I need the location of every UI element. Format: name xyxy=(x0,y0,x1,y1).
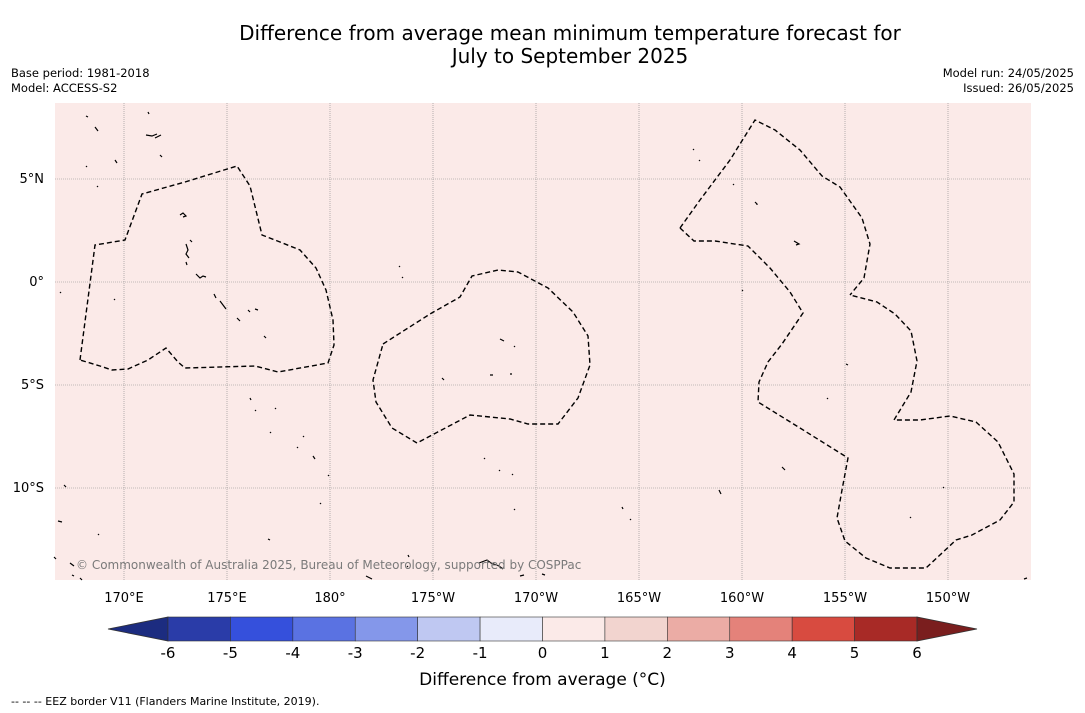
island xyxy=(179,212,267,339)
island xyxy=(249,397,330,477)
colorbar-tick: 2 xyxy=(663,644,673,662)
colorbar xyxy=(107,616,978,642)
colorbar-label: Difference from average (°C) xyxy=(419,670,666,690)
latitude-label: 0° xyxy=(29,275,44,290)
colorbar-tick: -6 xyxy=(161,644,176,662)
latitude-label: 5°S xyxy=(21,378,44,393)
island xyxy=(398,265,516,511)
colorbar-tick: -5 xyxy=(223,644,238,662)
colorbar-extend-low xyxy=(107,616,169,642)
colorbar-tick: -1 xyxy=(473,644,488,662)
island xyxy=(85,111,163,188)
run-info: Model run: 24/05/2025 Issued: 26/05/2025 xyxy=(943,66,1074,95)
colorbar-segment xyxy=(354,616,418,642)
colorbar-tick: 4 xyxy=(787,644,797,662)
colorbar-segment xyxy=(729,616,793,642)
colorbar-tick: -2 xyxy=(410,644,425,662)
longitude-labels: 170°E 175°E 180° 175°W 170°W 165°W 160°W 155°W 1… xyxy=(104,591,970,606)
colorbar-segment xyxy=(854,616,918,642)
colorbar-segment xyxy=(167,616,231,642)
copyright-notice: © Commonwealth of Australia 2025, Bureau… xyxy=(76,558,582,572)
island xyxy=(692,148,945,519)
longitude-label: 170°E xyxy=(104,591,144,606)
longitude-label: 155°W xyxy=(823,591,867,606)
colorbar-extend-high xyxy=(916,616,978,642)
latitude-labels: 5°N 0° 5°S 10°S xyxy=(13,172,44,496)
longitude-label: 160°W xyxy=(720,591,764,606)
colorbar-tick: 1 xyxy=(600,644,610,662)
eez-gilbert xyxy=(79,165,335,373)
colorbar-segment xyxy=(542,616,606,642)
colorbar-segment xyxy=(230,616,294,642)
longitude-label: 170°W xyxy=(514,591,558,606)
eez-footnote: -- -- -- EEZ border V11 (Flanders Marine… xyxy=(11,695,320,708)
model-name: Model: ACCESS-S2 xyxy=(11,80,118,95)
eez-line-north xyxy=(679,119,871,296)
map-title: Difference from average mean minimum tem… xyxy=(0,22,1085,68)
issued-date: Issued: 26/05/2025 xyxy=(963,80,1074,95)
longitude-label: 150°W xyxy=(926,591,970,606)
colorbar-tick: 3 xyxy=(725,644,735,662)
model-run-date: Model run: 24/05/2025 xyxy=(942,66,1074,80)
eez-borders xyxy=(79,119,1015,569)
island xyxy=(145,133,162,139)
base-period: Base period: 1981-2018 xyxy=(11,66,150,80)
coastlines xyxy=(53,111,1028,581)
title-line-1: Difference from average mean minimum tem… xyxy=(239,21,901,45)
latitude-label: 5°N xyxy=(20,172,45,187)
title-line-2: July to September 2025 xyxy=(451,44,689,68)
eez-phoenix xyxy=(372,269,591,444)
colorbar-segment xyxy=(791,616,855,642)
colorbar-segment xyxy=(417,616,481,642)
colorbar-segment xyxy=(604,616,668,642)
colorbar-tick: 0 xyxy=(538,644,548,662)
colorbar-tick: -3 xyxy=(348,644,363,662)
longitude-label: 165°W xyxy=(617,591,661,606)
map-background xyxy=(55,103,1031,580)
colorbar-tick-labels: -6 -5 -4 -3 -2 -1 0 1 2 3 4 5 6 xyxy=(161,644,922,662)
eez-line-mid xyxy=(679,227,1015,569)
colorbar-segment xyxy=(479,616,543,642)
colorbar-segment xyxy=(667,616,731,642)
latitude-label: 10°S xyxy=(13,481,44,496)
longitude-label: 180° xyxy=(314,591,345,606)
graticule xyxy=(55,103,1031,580)
island xyxy=(365,554,546,580)
longitude-label: 175°E xyxy=(207,591,247,606)
model-info: Base period: 1981-2018 Model: ACCESS-S2 xyxy=(11,66,150,95)
colorbar-tick: 6 xyxy=(912,644,922,662)
colorbar-tick: 5 xyxy=(850,644,860,662)
colorbar-segment xyxy=(292,616,356,642)
island xyxy=(53,291,1028,581)
longitude-label: 175°W xyxy=(411,591,455,606)
colorbar-tick: -4 xyxy=(285,644,300,662)
